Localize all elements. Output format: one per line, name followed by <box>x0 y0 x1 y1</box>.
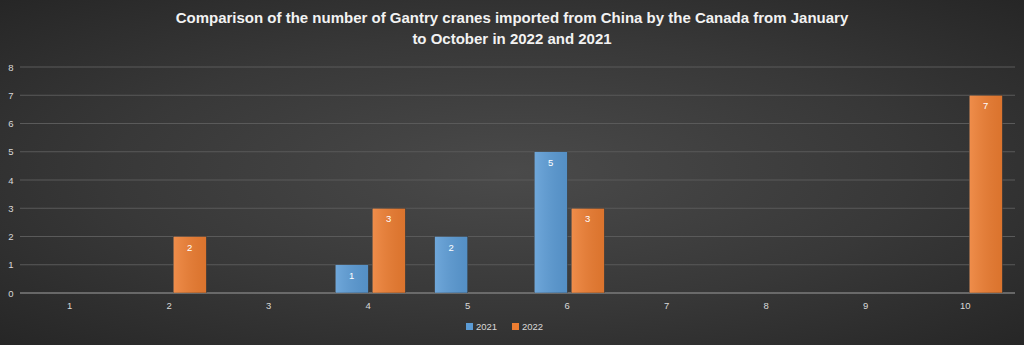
bar <box>534 152 567 293</box>
y-tick-label: 1 <box>8 259 13 270</box>
y-tick-label: 3 <box>8 203 13 214</box>
y-tick-label: 5 <box>8 146 13 157</box>
bar-sheen <box>571 208 604 293</box>
grid-line <box>20 67 1015 68</box>
y-tick-label: 4 <box>8 175 13 186</box>
x-tick-label: 2 <box>167 300 172 311</box>
x-tick-label: 8 <box>764 300 769 311</box>
x-tick-label: 3 <box>266 300 271 311</box>
bar <box>435 237 468 294</box>
grid-line <box>20 180 1015 181</box>
bar-sheen <box>173 237 206 294</box>
x-tick-label: 5 <box>465 300 470 311</box>
chart: Comparison of the number of Gantry crane… <box>0 0 1024 345</box>
y-tick-label: 2 <box>8 231 13 242</box>
title-line: Comparison of the number of Gantry crane… <box>176 9 849 26</box>
x-tick-label: 4 <box>366 300 371 311</box>
bar <box>173 237 206 294</box>
x-tick-label: 9 <box>863 300 868 311</box>
data-label: 3 <box>386 213 391 224</box>
y-tick-label: 8 <box>8 62 13 73</box>
grid-line <box>20 264 1015 265</box>
bar <box>571 208 604 293</box>
title-line: to October in 2022 and 2021 <box>412 30 611 47</box>
grid-line <box>20 236 1015 237</box>
bar <box>335 265 368 293</box>
bar-sheen <box>435 237 468 294</box>
data-label: 2 <box>449 242 454 253</box>
x-axis-line <box>20 293 1015 294</box>
grid-line <box>20 293 1015 294</box>
data-label: 3 <box>585 213 590 224</box>
bars <box>173 95 1002 293</box>
data-labels: 1 2 5 2 3 3 7 <box>187 100 988 281</box>
legend-label: 2022 <box>522 321 543 332</box>
y-tick-label: 6 <box>8 118 13 129</box>
bar-sheen <box>372 208 405 293</box>
grid-line <box>20 151 1015 152</box>
data-label: 2 <box>187 242 192 253</box>
x-tick-label: 6 <box>565 300 570 311</box>
bar <box>372 208 405 293</box>
legend-swatch <box>512 323 519 330</box>
bar-sheen <box>534 152 567 293</box>
title: Comparison of the number of Gantry crane… <box>176 9 849 47</box>
grid-line <box>20 95 1015 96</box>
legend-swatch <box>466 323 473 330</box>
x-tick-label: 10 <box>960 300 971 311</box>
y-tick-label: 0 <box>8 288 13 299</box>
data-label: 7 <box>983 100 988 111</box>
legend-label: 2021 <box>476 321 497 332</box>
bar-sheen <box>969 95 1002 293</box>
data-label: 5 <box>548 157 553 168</box>
x-tick-label: 1 <box>67 300 72 311</box>
bar-sheen <box>335 265 368 293</box>
x-tick-label: 7 <box>664 300 669 311</box>
grid-line <box>20 208 1015 209</box>
grid-line <box>20 123 1015 124</box>
y-tick-label: 7 <box>8 90 13 101</box>
data-label: 1 <box>349 270 354 281</box>
bar <box>969 95 1002 293</box>
